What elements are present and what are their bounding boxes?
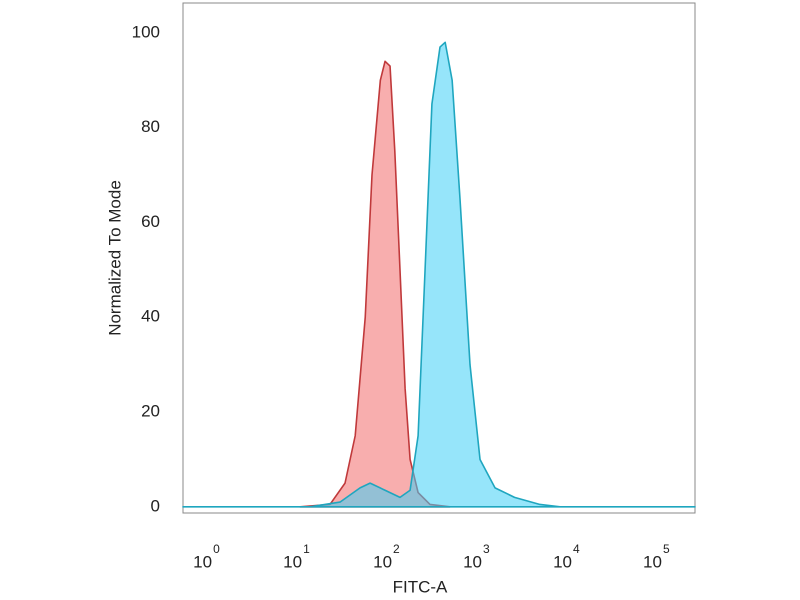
- plot-area: [182, 41, 696, 508]
- x-tick-exponent: 2: [393, 542, 400, 556]
- y-tick-label: 0: [151, 496, 160, 515]
- histogram-area: [182, 41, 696, 508]
- x-tick-exponent: 4: [573, 542, 580, 556]
- x-tick-label: 10: [463, 552, 482, 571]
- y-tick-label: 100: [132, 22, 160, 41]
- y-tick-label: 20: [141, 402, 160, 421]
- x-tick-exponent: 1: [303, 542, 310, 556]
- x-tick-label: 10: [283, 552, 302, 571]
- x-tick-label: 10: [553, 552, 572, 571]
- y-tick-label: 60: [141, 212, 160, 231]
- x-tick-exponent: 0: [213, 542, 220, 556]
- x-tick-exponent: 5: [663, 542, 670, 556]
- x-tick-label: 10: [643, 552, 662, 571]
- y-tick-label: 80: [141, 117, 160, 136]
- y-axis-title: Normalized To Mode: [105, 180, 124, 336]
- x-axis-title: FITC-A: [393, 577, 448, 596]
- x-tick-label: 10: [193, 552, 212, 571]
- x-tick-label: 10: [373, 552, 392, 571]
- x-tick-exponent: 3: [483, 542, 490, 556]
- y-tick-label: 40: [141, 307, 160, 326]
